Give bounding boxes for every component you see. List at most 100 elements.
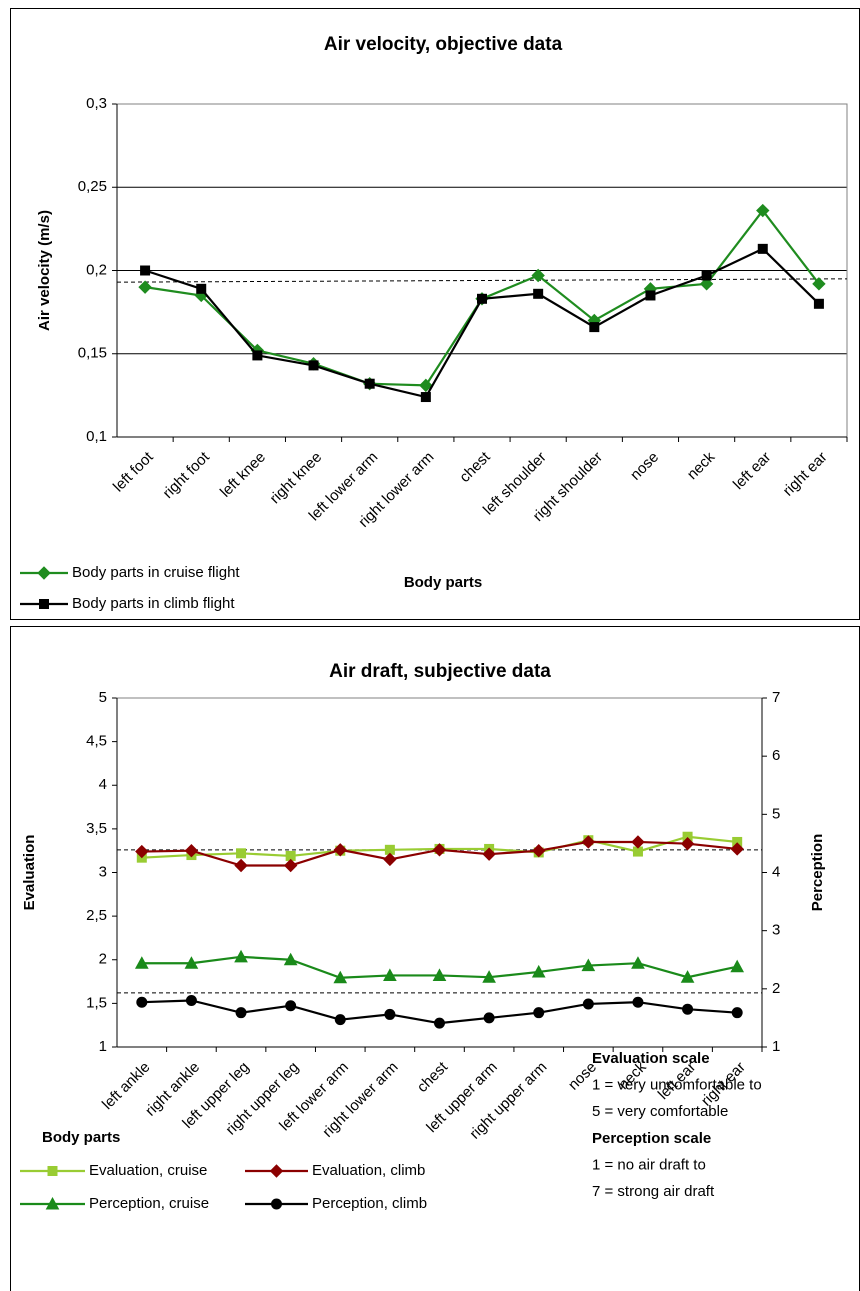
marker [383, 852, 397, 867]
chart-title: Air velocity, objective data [324, 34, 563, 55]
marker [136, 996, 148, 1008]
x-tick-label: chest [456, 448, 494, 486]
y-tick-label: 0,1 [86, 428, 107, 445]
marker [756, 203, 770, 218]
marker [730, 959, 745, 973]
x-tick-label: right foot [160, 448, 214, 502]
marker [364, 378, 375, 389]
y-tick-label: 4 [99, 776, 107, 793]
marker [39, 599, 49, 609]
y2-tick-label: 7 [772, 689, 780, 706]
marker [483, 1012, 495, 1024]
x-axis-title: Body parts [404, 574, 482, 591]
marker [184, 956, 199, 969]
marker [384, 1008, 396, 1020]
marker [589, 322, 600, 333]
x-tick-label: neck [684, 448, 719, 483]
y-tick-label: 0,15 [78, 345, 107, 362]
y-axis-title: Evaluation [21, 835, 38, 911]
marker [532, 843, 546, 858]
marker [383, 968, 397, 981]
marker [138, 280, 152, 294]
marker [482, 847, 496, 861]
legend-label: Evaluation, cruise [89, 1162, 207, 1179]
note: 1 = no air draft to [592, 1156, 706, 1173]
marker [645, 290, 656, 301]
y2-tick-label: 6 [772, 747, 780, 764]
marker [680, 837, 695, 851]
y-tick-label: 2,5 [86, 907, 107, 924]
marker [631, 835, 645, 849]
note: Perception scale [592, 1130, 711, 1147]
y-tick-label: 2 [99, 951, 107, 968]
x-tick-label: left knee [217, 449, 269, 501]
marker [419, 378, 433, 393]
y-axis-title: Air velocity (m/s) [36, 210, 53, 331]
marker [271, 1198, 282, 1210]
marker [140, 265, 151, 276]
marker [333, 843, 347, 857]
y-tick-label: 0,3 [86, 95, 107, 112]
marker [185, 994, 197, 1006]
marker [757, 243, 768, 254]
marker [135, 844, 149, 859]
marker [581, 835, 596, 849]
chart-title: Air draft, subjective data [329, 661, 551, 682]
marker [730, 842, 744, 856]
x-tick-label: left ear [730, 449, 774, 493]
marker [581, 958, 596, 972]
note: 7 = strong air draft [592, 1183, 715, 1200]
series-line [144, 247, 820, 399]
y2-tick-label: 5 [772, 805, 780, 822]
marker [420, 392, 431, 403]
y2-tick-label: 4 [772, 863, 780, 880]
marker [482, 970, 496, 983]
marker [283, 952, 298, 966]
x-tick-label: right ear [780, 449, 831, 500]
marker [285, 1000, 297, 1012]
marker [333, 970, 348, 984]
x-tick-label: nose [627, 449, 662, 484]
legend-label: Body parts in climb flight [72, 595, 235, 612]
y2-tick-label: 3 [772, 922, 780, 939]
y-tick-label: 3 [99, 863, 107, 880]
marker [252, 350, 263, 361]
chart-frame [10, 8, 860, 620]
marker [184, 843, 199, 858]
marker [432, 968, 447, 981]
y-tick-label: 4,5 [86, 733, 107, 750]
y-tick-label: 1,5 [86, 994, 107, 1011]
y-tick-label: 1 [99, 1038, 107, 1055]
marker [134, 956, 149, 969]
marker [234, 858, 248, 873]
marker [308, 360, 319, 371]
y-tick-label: 3,5 [86, 820, 107, 837]
y2-tick-label: 1 [772, 1038, 780, 1055]
legend-label: Evaluation, climb [312, 1162, 425, 1179]
x-tick-label: chest [414, 1058, 452, 1096]
y2-tick-label: 2 [772, 980, 780, 997]
plot-frame [116, 697, 763, 1048]
y-tick-label: 0,2 [86, 261, 107, 278]
marker [47, 1166, 58, 1176]
marker [682, 1003, 694, 1015]
marker [699, 277, 714, 291]
marker [196, 283, 207, 294]
marker [283, 858, 298, 873]
marker [531, 964, 546, 978]
note: Evaluation scale [592, 1050, 710, 1067]
marker [236, 848, 247, 859]
legend-label: Perception, cruise [89, 1195, 209, 1212]
y-tick-label: 0,25 [78, 178, 107, 195]
marker [631, 956, 645, 969]
marker [432, 843, 447, 857]
legend-label: Body parts in cruise flight [72, 564, 240, 581]
y2-axis-title: Perception [809, 834, 826, 912]
chart-frame [10, 626, 860, 1291]
marker [680, 970, 695, 983]
y-tick-label: 5 [99, 689, 107, 706]
x-tick-label: right knee [267, 449, 326, 508]
marker [533, 1007, 545, 1019]
x-axis-title: Body parts [42, 1129, 120, 1146]
marker [45, 1196, 60, 1210]
